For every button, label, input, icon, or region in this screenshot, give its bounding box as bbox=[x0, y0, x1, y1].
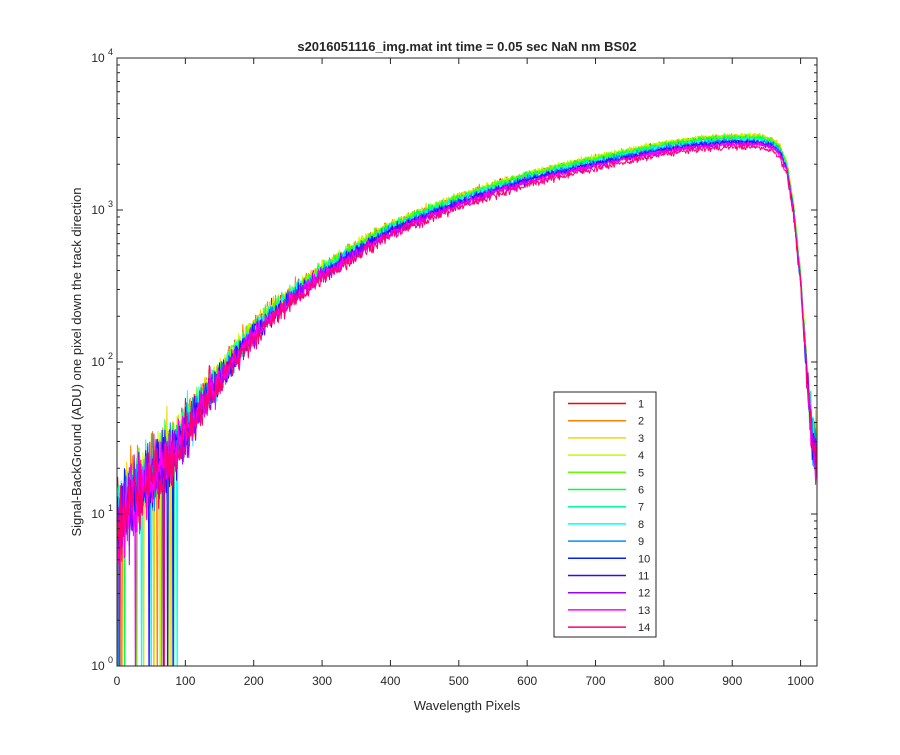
legend-label-7: 7 bbox=[638, 502, 644, 514]
legend-label-14: 14 bbox=[638, 622, 650, 634]
x-tick-label: 300 bbox=[312, 674, 332, 688]
y-tick-exponent: 3 bbox=[108, 199, 113, 209]
x-tick-label: 400 bbox=[380, 674, 400, 688]
y-tick-label: 10 bbox=[91, 355, 105, 369]
x-tick-label: 0 bbox=[114, 674, 121, 688]
y-tick-label: 10 bbox=[91, 203, 105, 217]
legend-label-2: 2 bbox=[638, 416, 644, 428]
legend-label-1: 1 bbox=[638, 399, 644, 411]
y-tick-exponent: 0 bbox=[108, 655, 113, 665]
legend-label-6: 6 bbox=[638, 485, 644, 497]
x-tick-label: 1000 bbox=[787, 674, 814, 688]
chart-title: s2016051116_img.mat int time = 0.05 sec … bbox=[297, 39, 636, 54]
y-tick-label: 10 bbox=[91, 51, 105, 65]
series-group bbox=[117, 132, 817, 666]
legend-label-8: 8 bbox=[638, 519, 644, 531]
legend-label-5: 5 bbox=[638, 467, 644, 479]
x-tick-label: 100 bbox=[175, 674, 195, 688]
y-tick-label: 10 bbox=[91, 507, 105, 521]
legend-label-13: 13 bbox=[638, 605, 650, 617]
y-tick-exponent: 4 bbox=[108, 47, 113, 57]
y-tick-label: 10 bbox=[91, 659, 105, 673]
legend-box bbox=[553, 391, 657, 638]
legend-label-9: 9 bbox=[638, 536, 644, 548]
x-tick-label: 500 bbox=[449, 674, 469, 688]
y-tick-exponent: 2 bbox=[108, 351, 113, 361]
y-tick-exponent: 1 bbox=[108, 503, 113, 513]
x-tick-label: 600 bbox=[517, 674, 537, 688]
x-tick-label: 900 bbox=[722, 674, 742, 688]
legend-label-4: 4 bbox=[638, 450, 644, 462]
legend-label-11: 11 bbox=[638, 571, 649, 583]
legend-label-3: 3 bbox=[638, 433, 644, 445]
x-tick-label: 200 bbox=[244, 674, 264, 688]
legend-label-10: 10 bbox=[638, 553, 650, 565]
x-tick-label: 700 bbox=[586, 674, 606, 688]
legend-label-12: 12 bbox=[638, 588, 650, 600]
x-axis-ticks: 0 100 200 300 400 500 600 700 800 900 1000 bbox=[114, 58, 814, 688]
series-line-14 bbox=[117, 143, 817, 666]
x-axis-label: Wavelength Pixels bbox=[414, 698, 521, 713]
x-tick-label: 800 bbox=[654, 674, 674, 688]
y-axis-label: Signal-BackGround (ADU) one pixel down t… bbox=[69, 187, 84, 536]
